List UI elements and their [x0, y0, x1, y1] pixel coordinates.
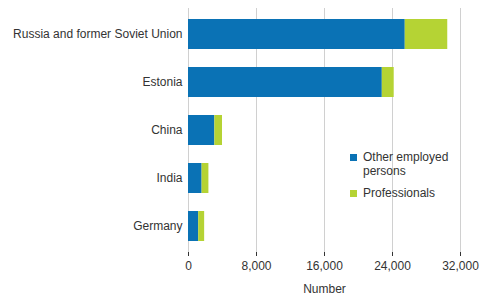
svg-text:24,000: 24,000: [374, 259, 411, 273]
svg-text:Russia and former Soviet Union: Russia and former Soviet Union: [13, 27, 182, 41]
html-text:Other employed persons: Other employed persons: [363, 150, 449, 178]
svg-text:0: 0: [185, 259, 192, 273]
svg-text:Number: Number: [303, 282, 346, 296]
svg-text:32,000: 32,000: [442, 259, 479, 273]
svg-text:Germany: Germany: [133, 219, 182, 233]
svg-text:8,000: 8,000: [241, 259, 271, 273]
svg-text:16,000: 16,000: [306, 259, 343, 273]
html-text:Professionals: Professionals: [363, 186, 435, 200]
svg-text:Estonia: Estonia: [142, 75, 182, 89]
svg-text:China: China: [151, 123, 183, 137]
svg-text:India: India: [156, 171, 182, 185]
